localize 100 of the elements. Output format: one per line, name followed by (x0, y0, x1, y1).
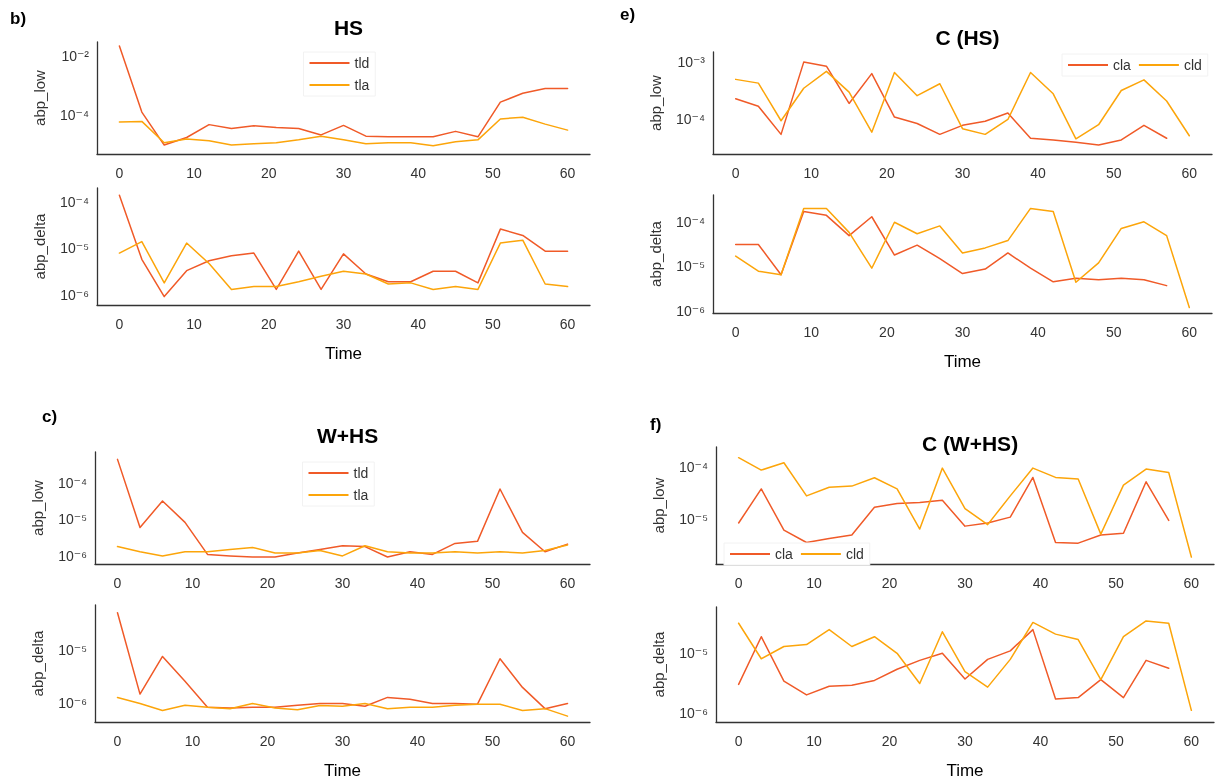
line-series (737, 456, 1193, 558)
line-series (118, 45, 569, 146)
x-tick-label: 30 (335, 316, 352, 332)
y-axis-title: abp_low (650, 477, 667, 534)
line-series (734, 70, 1191, 140)
x-tick-label: 20 (259, 575, 276, 591)
line-series (734, 61, 1168, 146)
x-tick-label: 20 (881, 733, 898, 749)
y-tick-label: 10⁻⁵ (58, 642, 87, 659)
y-tick-label: 10⁻⁵ (676, 258, 705, 275)
y-axis-title: abp_low (29, 479, 46, 536)
y-tick-label: 10⁻⁵ (679, 511, 708, 528)
x-tick-label: 0 (115, 316, 124, 332)
x-tick-label: 0 (734, 733, 743, 749)
legend-label: cld (1183, 57, 1202, 73)
x-tick-label: 20 (879, 165, 895, 181)
y-tick-label: 10⁻⁶ (58, 547, 87, 564)
y-tick-label: 10⁻⁶ (679, 704, 708, 721)
x-tick-label: 30 (957, 733, 973, 749)
x-tick-label: 60 (1183, 575, 1200, 591)
x-tick-label: 30 (334, 575, 351, 591)
x-tick-label: 10 (184, 575, 201, 591)
line-series (116, 544, 569, 557)
line-series (734, 210, 1168, 287)
x-tick-label: 30 (334, 733, 351, 749)
y-tick-label: 10⁻⁴ (60, 107, 89, 124)
y-tick-label: 10⁻⁴ (679, 458, 708, 475)
x-tick-label: 30 (335, 165, 352, 181)
x-tick-label: 10 (806, 575, 823, 591)
x-tick-label: 20 (261, 165, 277, 181)
y-axis-title: abp_low (647, 74, 664, 131)
x-tick-label: 0 (731, 165, 740, 181)
text: e) (620, 5, 636, 24)
x-tick-label: 30 (954, 324, 971, 340)
x-tick-label: 40 (409, 733, 426, 749)
y-tick-label: 10⁻⁵ (60, 240, 89, 257)
x-tick-label: 0 (731, 324, 740, 340)
x-tick-label: 50 (484, 575, 501, 591)
x-axis-title: Time (946, 761, 984, 780)
line-series (118, 239, 569, 291)
x-tick-label: 0 (113, 733, 122, 749)
line-series (737, 476, 1170, 544)
line-series (737, 620, 1193, 712)
x-tick-label: 50 (484, 733, 501, 749)
y-tick-label: 10⁻⁴ (676, 111, 705, 128)
x-axis-title: Time (323, 761, 362, 780)
y-tick-label: 10⁻² (61, 48, 90, 65)
text: b) (10, 9, 27, 28)
x-tick-label: 60 (559, 165, 576, 181)
x-tick-label: 10 (186, 165, 203, 181)
x-tick-label: 40 (409, 575, 426, 591)
text: f) (650, 415, 662, 434)
line-series (734, 207, 1191, 309)
x-tick-label: 50 (1105, 165, 1122, 181)
legend-label: tld (354, 55, 370, 71)
y-axis-title: abp_delta (650, 630, 667, 698)
legend-label: cla (775, 546, 794, 562)
legend-label: tla (354, 77, 370, 93)
legend-label: tla (353, 487, 369, 503)
chart-title: C (HS) (935, 26, 1000, 49)
y-axis-title: abp_delta (31, 212, 48, 280)
x-tick-label: 50 (1108, 575, 1124, 591)
line-series (116, 612, 569, 710)
x-tick-label: 40 (1032, 733, 1049, 749)
x-tick-label: 10 (803, 165, 820, 181)
y-tick-label: 10⁻⁶ (58, 695, 87, 712)
x-tick-label: 0 (734, 575, 743, 591)
legend-label: cld (845, 546, 864, 562)
x-tick-label: 0 (115, 165, 124, 181)
text: c) (42, 407, 58, 426)
y-tick-label: 10⁻⁶ (60, 286, 89, 303)
x-tick-label: 20 (879, 324, 895, 340)
x-tick-label: 40 (410, 316, 427, 332)
x-tick-label: 10 (184, 733, 201, 749)
x-axis-title: Time (324, 344, 363, 363)
line-series (737, 628, 1170, 700)
legend-label: cla (1113, 57, 1132, 73)
y-tick-label: 10⁻⁴ (60, 193, 89, 210)
y-tick-label: 10⁻⁴ (676, 213, 705, 230)
x-axis-title: Time (943, 352, 982, 371)
x-tick-label: 30 (954, 165, 971, 181)
x-tick-label: 20 (261, 316, 277, 332)
x-tick-label: 20 (259, 733, 276, 749)
x-tick-label: 50 (485, 165, 501, 181)
x-tick-label: 60 (559, 575, 576, 591)
x-tick-label: 40 (410, 165, 427, 181)
x-tick-label: 60 (1181, 324, 1198, 340)
x-tick-label: 50 (1105, 324, 1122, 340)
legend-label: tld (353, 465, 369, 481)
y-axis-title: abp_low (31, 69, 48, 126)
chart-title: C (W+HS) (921, 432, 1019, 455)
line-series (118, 116, 569, 147)
x-tick-label: 40 (1032, 575, 1049, 591)
y-axis-title: abp_delta (29, 629, 46, 697)
x-tick-label: 10 (803, 324, 820, 340)
y-axis-title: abp_delta (647, 220, 664, 287)
x-tick-label: 50 (1108, 733, 1124, 749)
x-tick-label: 60 (559, 733, 576, 749)
y-tick-label: 10⁻⁵ (58, 511, 87, 528)
x-tick-label: 60 (559, 316, 576, 332)
